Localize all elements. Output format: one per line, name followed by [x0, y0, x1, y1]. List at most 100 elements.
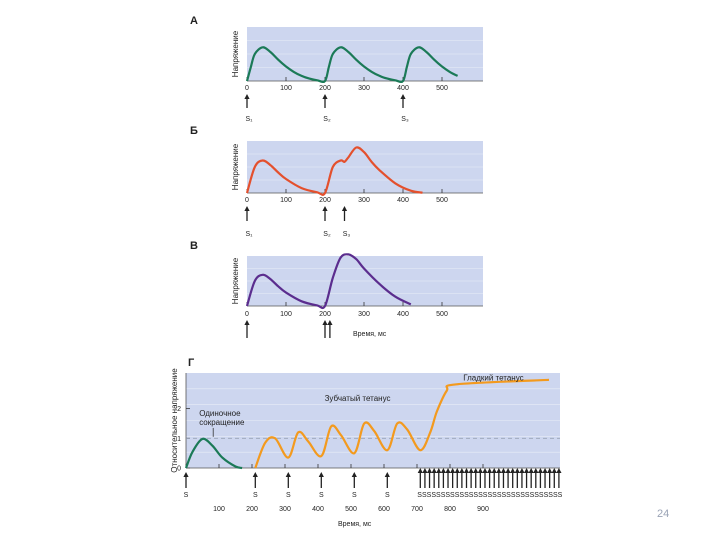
y-tick-label: 2: [177, 406, 181, 413]
stimulus-arrow-head: [322, 206, 328, 211]
train-stimulus-arrow: [542, 468, 548, 488]
x-tick-label: 300: [358, 311, 370, 318]
stimulus-arrow: [384, 472, 390, 488]
panel-letter: В: [190, 240, 198, 252]
train-stimulus-arrow: [487, 468, 493, 488]
annotation-label: сокращение: [199, 418, 245, 427]
x-tick-label: 0: [245, 197, 249, 204]
train-stimulus-arrow: [417, 468, 423, 488]
stimulus-arrow: [183, 472, 189, 488]
stimulus-arrow-head: [244, 320, 250, 325]
stimulus-arrow: [318, 472, 324, 488]
x-tick-label: 100: [213, 506, 225, 513]
stimulus-label: S₂: [323, 116, 331, 123]
stimulus-arrow-head: [384, 472, 390, 477]
stimulus-arrow-head: [341, 206, 348, 211]
stimulus-arrow-head: [519, 468, 525, 473]
stimulus-arrow-head: [322, 320, 328, 325]
stimulus-label: S: [319, 492, 324, 499]
stimulus-arrow-head: [473, 468, 479, 473]
y-axis-label: Напряжение: [231, 143, 240, 190]
y-axis-label: Напряжение: [231, 30, 240, 77]
x-tick-label: 900: [477, 506, 489, 513]
train-stimulus-arrow: [547, 468, 553, 488]
x-tick-label: 300: [279, 506, 291, 513]
stimulus-arrow-head: [440, 468, 446, 473]
stimulus-arrow: [244, 94, 250, 108]
y-axis-label: Напряжение: [231, 257, 240, 304]
annotation-label: Гладкий тетанус: [463, 373, 523, 382]
train-stimulus-arrow: [556, 468, 562, 488]
stimulus-arrow-head: [551, 468, 557, 473]
stimulus-arrow-head: [318, 472, 324, 477]
stimulus-arrow: [322, 320, 328, 338]
stimulus-arrow-head: [400, 94, 406, 99]
x-tick-label: 200: [246, 506, 258, 513]
train-stimulus-arrow: [551, 468, 557, 488]
stimulus-label: S₃: [343, 231, 351, 238]
stimulus-arrow-head: [351, 472, 357, 477]
stimulus-arrow-head: [556, 468, 562, 473]
stimulus-arrow-head: [244, 94, 250, 99]
stimulus-arrow-head: [533, 468, 539, 473]
stimulus-label: S₃: [401, 116, 409, 123]
x-tick-label: 200: [319, 197, 331, 204]
x-tick-label: 400: [397, 311, 409, 318]
train-stimulus-arrow: [519, 468, 525, 488]
panel-letter: Б: [190, 125, 198, 137]
stimulus-arrow: [322, 206, 328, 221]
y-tick-label: 0: [177, 466, 181, 473]
stimulus-arrow-head: [431, 468, 437, 473]
x-tick-label: 400: [312, 506, 324, 513]
stimulus-arrow-head: [487, 468, 493, 473]
stimulus-label: S: [184, 492, 189, 499]
stimulus-arrow-head: [496, 468, 502, 473]
stimulus-arrow-head: [547, 468, 553, 473]
x-tick-label: 200: [319, 85, 331, 92]
train-stimulus-arrow: [496, 468, 502, 488]
train-stimulus-arrow: [473, 468, 479, 488]
x-tick-label: 400: [397, 85, 409, 92]
stimulus-label: S₁: [245, 231, 253, 238]
stimulus-arrow-head: [500, 468, 507, 473]
stimulus-label: S₂: [323, 231, 331, 238]
x-tick-label: 800: [444, 506, 456, 513]
stimulus-arrow-head: [417, 468, 423, 473]
stimulus-arrow-head: [454, 468, 460, 473]
stimulus-arrow-head: [426, 468, 433, 473]
stimulus-arrow-head: [514, 468, 520, 473]
train-stimulus-arrow: [505, 468, 511, 488]
stimulus-arrow: [322, 94, 328, 108]
train-stimulus-label: SSSSSSSSSSSSSSSSSSSSSSSSSSSSSSS: [417, 492, 562, 499]
twitch-series-line: [245, 253, 412, 310]
stimulus-arrow-head: [542, 468, 548, 473]
stimulus-arrow-head: [463, 468, 470, 473]
train-stimulus-arrow: [533, 468, 539, 488]
tetanus-line: [254, 378, 550, 469]
stimulus-arrow-head: [327, 320, 333, 325]
page-number: 24: [657, 508, 670, 520]
x-tick-label: 100: [280, 311, 292, 318]
train-stimulus-arrow: [463, 468, 470, 488]
stimulus-label: S: [385, 492, 390, 499]
stimulus-label: S: [253, 492, 258, 499]
x-tick-label: 400: [397, 197, 409, 204]
train-stimulus-arrow: [523, 468, 530, 488]
stimulus-arrow: [252, 472, 258, 488]
train-stimulus-arrow: [431, 468, 437, 488]
stimulus-arrow-head: [537, 468, 544, 473]
stimulus-label: S: [286, 492, 291, 499]
train-stimulus-arrow: [482, 468, 488, 488]
x-tick-label: 300: [358, 197, 370, 204]
stimulus-arrow: [327, 320, 333, 338]
stimulus-arrow-head: [422, 468, 428, 473]
stimulus-label: S₁: [245, 116, 253, 123]
stimulus-arrow-head: [491, 468, 497, 473]
train-stimulus-arrow: [500, 468, 507, 488]
x-tick-label: 700: [411, 506, 423, 513]
x-axis-title: Время, мс: [338, 521, 372, 528]
stimulus-arrow-head: [477, 468, 483, 473]
stimulus-arrow: [351, 472, 357, 488]
stimulus-arrow-head: [183, 472, 189, 477]
